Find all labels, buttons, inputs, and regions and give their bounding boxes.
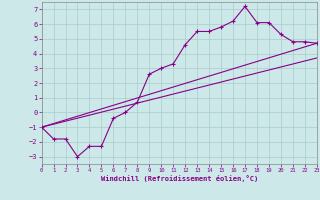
X-axis label: Windchill (Refroidissement éolien,°C): Windchill (Refroidissement éolien,°C): [100, 175, 258, 182]
